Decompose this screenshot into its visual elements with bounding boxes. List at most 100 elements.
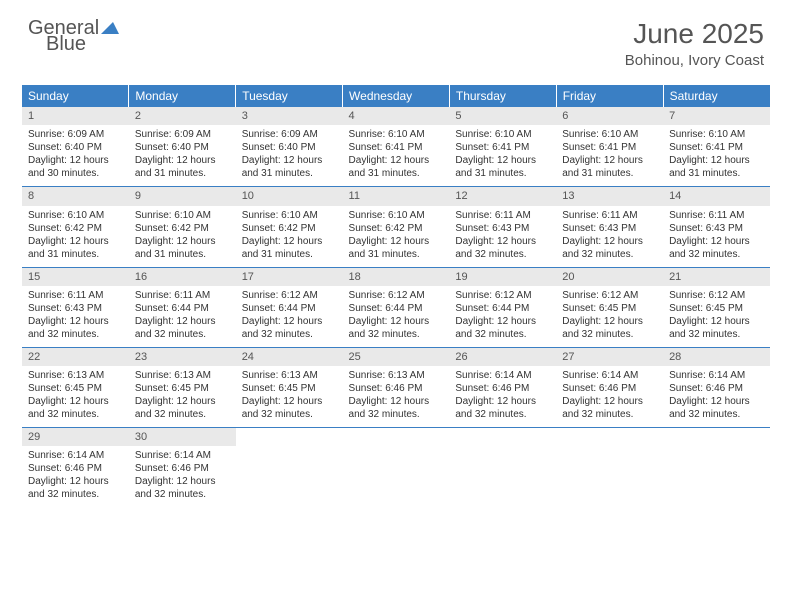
day-number: 16: [129, 268, 236, 286]
day-content: Sunrise: 6:09 AMSunset: 6:40 PMDaylight:…: [22, 125, 129, 186]
daylight-line: Daylight: 12 hours and 31 minutes.: [135, 235, 230, 261]
daylight-line: Daylight: 12 hours and 31 minutes.: [28, 235, 123, 261]
sunset-line: Sunset: 6:42 PM: [349, 222, 444, 235]
sunrise-line: Sunrise: 6:10 AM: [562, 128, 657, 141]
day-number: 18: [343, 268, 450, 286]
sunrise-line: Sunrise: 6:13 AM: [28, 369, 123, 382]
daylight-line: Daylight: 12 hours and 31 minutes.: [135, 154, 230, 180]
daylight-line: Daylight: 12 hours and 31 minutes.: [562, 154, 657, 180]
calendar-cell: 2Sunrise: 6:09 AMSunset: 6:40 PMDaylight…: [129, 107, 236, 187]
sunset-line: Sunset: 6:46 PM: [455, 382, 550, 395]
day-number: 23: [129, 348, 236, 366]
day-content: Sunrise: 6:10 AMSunset: 6:41 PMDaylight:…: [663, 125, 770, 186]
sunset-line: Sunset: 6:43 PM: [562, 222, 657, 235]
sunrise-line: Sunrise: 6:12 AM: [669, 289, 764, 302]
sunset-line: Sunset: 6:44 PM: [349, 302, 444, 315]
daylight-line: Daylight: 12 hours and 32 minutes.: [669, 395, 764, 421]
day-number: 12: [449, 187, 556, 205]
daylight-line: Daylight: 12 hours and 32 minutes.: [349, 315, 444, 341]
page-title: June 2025: [625, 18, 764, 50]
calendar-week-row: 15Sunrise: 6:11 AMSunset: 6:43 PMDayligh…: [22, 267, 770, 347]
calendar-cell: 11Sunrise: 6:10 AMSunset: 6:42 PMDayligh…: [343, 187, 450, 267]
sunrise-line: Sunrise: 6:14 AM: [28, 449, 123, 462]
sunrise-line: Sunrise: 6:10 AM: [455, 128, 550, 141]
sunrise-line: Sunrise: 6:14 AM: [135, 449, 230, 462]
sunset-line: Sunset: 6:42 PM: [28, 222, 123, 235]
daylight-line: Daylight: 12 hours and 32 minutes.: [562, 395, 657, 421]
sunrise-line: Sunrise: 6:12 AM: [455, 289, 550, 302]
day-number: 24: [236, 348, 343, 366]
calendar-week-row: 29Sunrise: 6:14 AMSunset: 6:46 PMDayligh…: [22, 428, 770, 508]
daylight-line: Daylight: 12 hours and 31 minutes.: [349, 154, 444, 180]
daylight-line: Daylight: 12 hours and 32 minutes.: [135, 475, 230, 501]
title-block: June 2025 Bohinou, Ivory Coast: [625, 18, 764, 69]
calendar-cell: 7Sunrise: 6:10 AMSunset: 6:41 PMDaylight…: [663, 107, 770, 187]
day-number: 14: [663, 187, 770, 205]
daylight-line: Daylight: 12 hours and 31 minutes.: [242, 235, 337, 261]
sunrise-line: Sunrise: 6:11 AM: [28, 289, 123, 302]
day-number: 22: [22, 348, 129, 366]
sunset-line: Sunset: 6:45 PM: [669, 302, 764, 315]
day-number: 13: [556, 187, 663, 205]
calendar-cell: 4Sunrise: 6:10 AMSunset: 6:41 PMDaylight…: [343, 107, 450, 187]
calendar-cell: 9 Sunrise: 6:10 AMSunset: 6:42 PMDaylight…: [129, 187, 236, 267]
calendar-cell: 21Sunrise: 6:12 AMSunset: 6:45 PMDayligh…: [663, 267, 770, 347]
calendar-cell: 30 Sunrise: 6:14 AMSunset: 6:46 PMDayligh…: [129, 428, 236, 508]
day-content: Sunrise: 6:11 AMSunset: 6:43 PMDaylight:…: [663, 206, 770, 267]
calendar-cell: 16Sunrise: 6:11 AMSunset: 6:44 PMDayligh…: [129, 267, 236, 347]
day-number: 30: [129, 428, 236, 446]
day-number: 9: [129, 187, 236, 205]
day-number: 5: [449, 107, 556, 125]
day-content: Sunrise: 6:12 AMSunset: 6:44 PMDaylight:…: [343, 286, 450, 347]
sunset-line: Sunset: 6:43 PM: [28, 302, 123, 315]
day-number: 29: [22, 428, 129, 446]
day-number: 11: [343, 187, 450, 205]
sunrise-line: Sunrise: 6:09 AM: [28, 128, 123, 141]
day-number: 7: [663, 107, 770, 125]
weekday-header: Wednesday: [343, 85, 450, 107]
sunset-line: Sunset: 6:46 PM: [669, 382, 764, 395]
day-number: 28: [663, 348, 770, 366]
daylight-line: Daylight: 12 hours and 32 minutes.: [242, 315, 337, 341]
day-content: Sunrise: 6:10 AMSunset: 6:42 PMDaylight:…: [22, 206, 129, 267]
calendar-cell: 10Sunrise: 6:10 AMSunset: 6:42 PMDayligh…: [236, 187, 343, 267]
calendar-cell: 19Sunrise: 6:12 AMSunset: 6:44 PMDayligh…: [449, 267, 556, 347]
sunset-line: Sunset: 6:40 PM: [135, 141, 230, 154]
sunrise-line: Sunrise: 6:10 AM: [28, 209, 123, 222]
day-number: 26: [449, 348, 556, 366]
sunrise-line: Sunrise: 6:14 AM: [455, 369, 550, 382]
daylight-line: Daylight: 12 hours and 31 minutes.: [242, 154, 337, 180]
sunrise-line: Sunrise: 6:10 AM: [135, 209, 230, 222]
weekday-header: Saturday: [663, 85, 770, 107]
sunset-line: Sunset: 6:44 PM: [455, 302, 550, 315]
sunset-line: Sunset: 6:41 PM: [455, 141, 550, 154]
sunrise-line: Sunrise: 6:14 AM: [562, 369, 657, 382]
sunrise-line: Sunrise: 6:13 AM: [135, 369, 230, 382]
day-content: Sunrise: 6:12 AMSunset: 6:44 PMDaylight:…: [236, 286, 343, 347]
calendar-cell: 26 Sunrise: 6:14 AMSunset: 6:46 PMDayligh…: [449, 347, 556, 427]
day-content: Sunrise: 6:10 AMSunset: 6:42 PMDaylight:…: [236, 206, 343, 267]
calendar-cell: 28Sunrise: 6:14 AMSunset: 6:46 PMDayligh…: [663, 347, 770, 427]
day-content: Sunrise: 6:10 AMSunset: 6:41 PMDaylight:…: [449, 125, 556, 186]
day-number: 15: [22, 268, 129, 286]
calendar-cell: 29Sunrise: 6:14 AMSunset: 6:46 PMDayligh…: [22, 428, 129, 508]
daylight-line: Daylight: 12 hours and 32 minutes.: [28, 315, 123, 341]
day-content: Sunrise: 6:14 AMSunset: 6:46 PMDaylight:…: [556, 366, 663, 427]
sunset-line: Sunset: 6:42 PM: [135, 222, 230, 235]
sunrise-line: Sunrise: 6:09 AM: [242, 128, 337, 141]
sunrise-line: Sunrise: 6:12 AM: [349, 289, 444, 302]
calendar-cell: [663, 428, 770, 508]
day-content: Sunrise: 6:12 AMSunset: 6:45 PMDaylight:…: [556, 286, 663, 347]
sunset-line: Sunset: 6:41 PM: [349, 141, 444, 154]
daylight-line: Daylight: 12 hours and 32 minutes.: [455, 395, 550, 421]
calendar-cell: 12Sunrise: 6:11 AMSunset: 6:43 PMDayligh…: [449, 187, 556, 267]
sunset-line: Sunset: 6:45 PM: [28, 382, 123, 395]
calendar-cell: 3Sunrise: 6:09 AMSunset: 6:40 PMDaylight…: [236, 107, 343, 187]
day-number: 19: [449, 268, 556, 286]
day-content: Sunrise: 6:14 AMSunset: 6:46 PMDaylight:…: [663, 366, 770, 427]
calendar-cell: 17Sunrise: 6:12 AMSunset: 6:44 PMDayligh…: [236, 267, 343, 347]
sunset-line: Sunset: 6:46 PM: [349, 382, 444, 395]
sunset-line: Sunset: 6:46 PM: [135, 462, 230, 475]
daylight-line: Daylight: 12 hours and 32 minutes.: [455, 235, 550, 261]
calendar-cell: 23Sunrise: 6:13 AMSunset: 6:45 PMDayligh…: [129, 347, 236, 427]
